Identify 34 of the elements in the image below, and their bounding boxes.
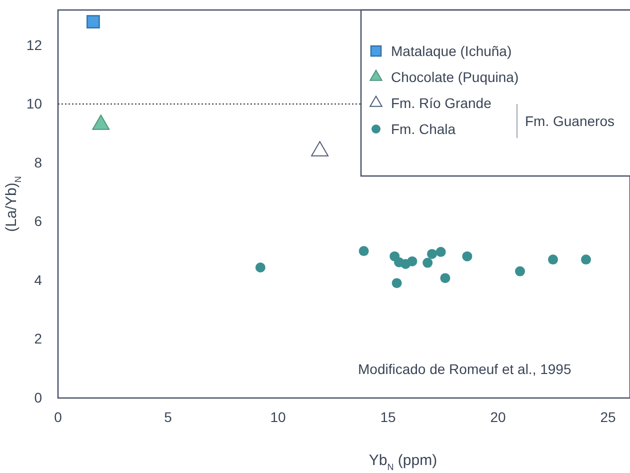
point xyxy=(581,254,591,265)
point xyxy=(407,256,418,266)
y-tick-label: 10 xyxy=(26,96,42,112)
point xyxy=(422,258,433,268)
point xyxy=(255,262,266,272)
point xyxy=(436,246,446,257)
point xyxy=(548,254,558,265)
point xyxy=(462,251,472,262)
x-tick-label: 0 xyxy=(54,408,62,425)
x-tick-label: 25 xyxy=(600,408,616,425)
annotation: Modificado de Romeuf et al., 1995 xyxy=(358,361,572,377)
legend-label: Fm. Río Grande xyxy=(391,95,492,111)
x-axis-title: Yb$_{N}$ (ppm) xyxy=(368,452,438,472)
legend-label: Matalaque (Ichuña) xyxy=(391,43,512,59)
x-tick-label: 5 xyxy=(164,408,172,425)
x-tick-label: 15 xyxy=(380,408,396,425)
point xyxy=(440,273,450,284)
y-tick-label: 12 xyxy=(26,36,42,53)
legend-label: Chocolate (Puquina) xyxy=(391,69,519,85)
y-tick-label: 0 xyxy=(34,389,42,406)
x-tick-label: 20 xyxy=(490,408,506,425)
y-tick-label: 4 xyxy=(34,272,42,288)
point xyxy=(358,246,369,256)
point xyxy=(515,266,525,276)
point xyxy=(392,278,402,288)
point xyxy=(92,114,110,130)
legend-title: Fm. Guaneros xyxy=(525,113,614,129)
point xyxy=(311,141,329,156)
legend-label: Fm. Chala xyxy=(391,121,456,137)
y-tick-label: 6 xyxy=(34,213,42,230)
x-tick-label: 10 xyxy=(270,408,286,425)
y-tick-label: 8 xyxy=(34,154,42,170)
y-tick-label: 2 xyxy=(34,330,42,347)
point xyxy=(427,248,437,259)
